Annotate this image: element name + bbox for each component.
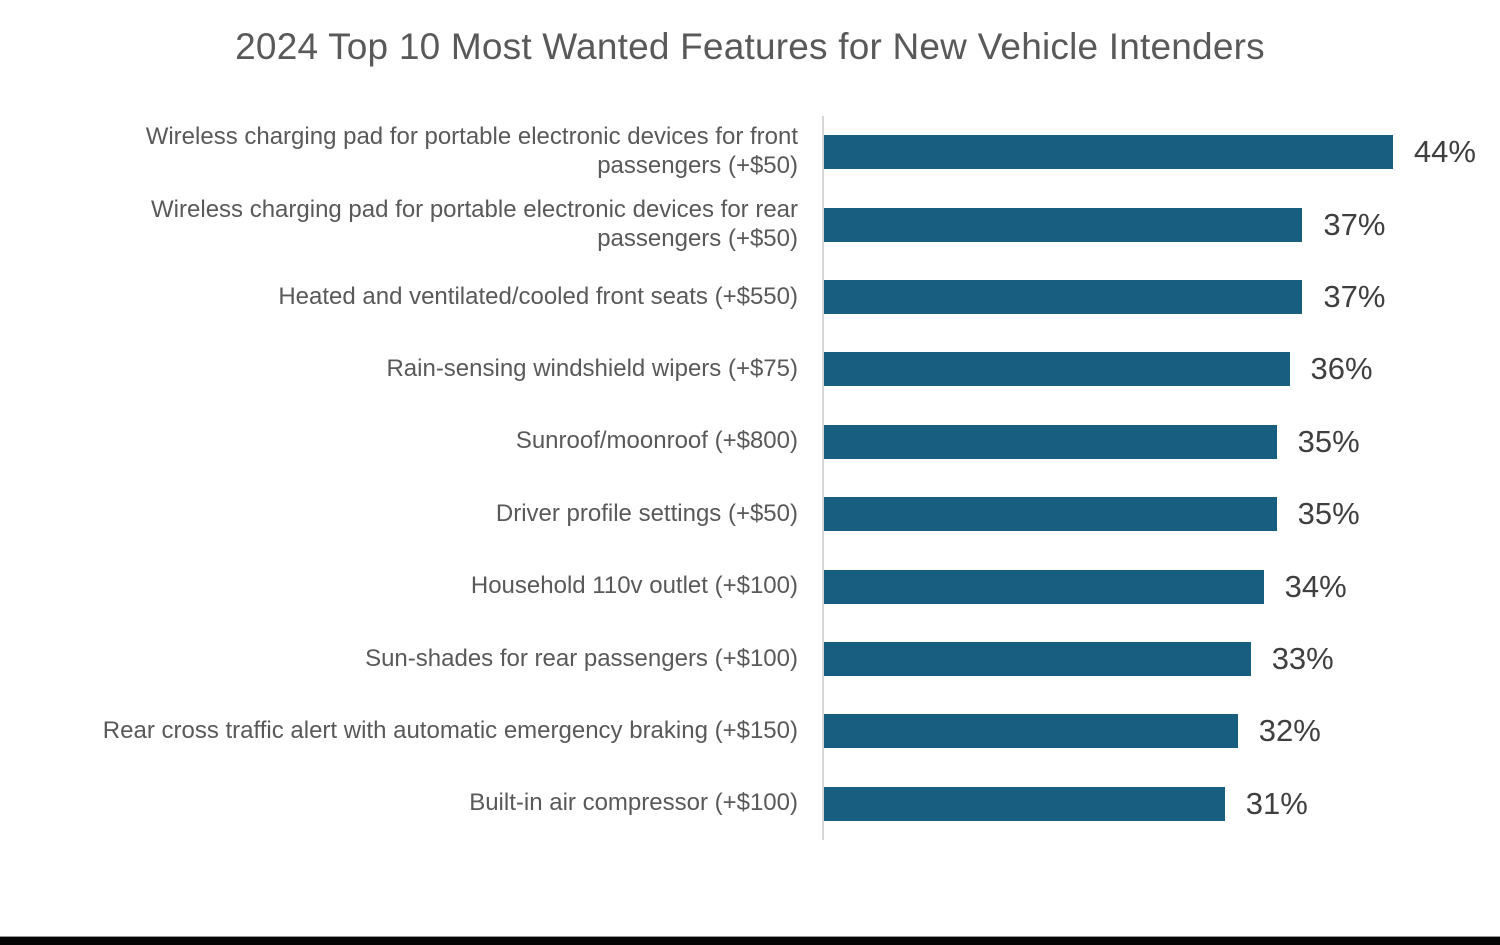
category-label: Heated and ventilated/cooled front seats… [278, 282, 798, 310]
category-label: Wireless charging pad for portable elect… [151, 195, 798, 252]
category-label: Built-in air compressor (+$100) [469, 789, 798, 817]
bar [824, 641, 1251, 676]
value-label: 44% [1413, 134, 1476, 170]
bar [824, 497, 1277, 532]
chart-row: Sun-shades for rear passengers (+$100) 3… [0, 623, 1500, 695]
plot-area: Wireless charging pad for portable elect… [0, 116, 1500, 840]
bar-track: 35% [824, 496, 1500, 532]
chart-row: Rain-sensing windshield wipers (+$75) 36… [0, 333, 1500, 405]
chart-row: Sunroof/moonroof (+$800) 35% [0, 406, 1500, 478]
value-label: 36% [1310, 351, 1373, 387]
bottom-edge-bar [0, 936, 1500, 945]
bar [824, 786, 1225, 821]
value-label: 31% [1245, 785, 1308, 821]
category-label: Sun-shades for rear passengers (+$100) [365, 644, 798, 672]
bar-track: 44% [824, 134, 1500, 170]
value-label: 32% [1258, 713, 1321, 749]
chart-row: Driver profile settings (+$50) 35% [0, 478, 1500, 550]
value-label: 35% [1297, 423, 1360, 459]
category-label: Wireless charging pad for portable elect… [145, 123, 798, 180]
value-label: 37% [1323, 206, 1386, 242]
chart-row: Heated and ventilated/cooled front seats… [0, 261, 1500, 333]
bar-track: 32% [824, 713, 1500, 749]
bar [824, 714, 1238, 749]
chart-row: Wireless charging pad for portable elect… [0, 188, 1500, 260]
y-axis-line [822, 116, 824, 840]
chart-title: 2024 Top 10 Most Wanted Features for New… [235, 26, 1265, 67]
category-label: Driver profile settings (+$50) [495, 499, 798, 527]
bar-rows: Wireless charging pad for portable elect… [0, 116, 1500, 840]
value-label: 37% [1323, 278, 1386, 314]
bar [824, 352, 1290, 387]
bar-track: 34% [824, 569, 1500, 605]
chart-row: Built-in air compressor (+$100) 31% [0, 768, 1500, 840]
category-label: Sunroof/moonroof (+$800) [515, 427, 798, 455]
bar-track: 37% [824, 207, 1500, 243]
bar-track: 36% [824, 351, 1500, 387]
value-label: 35% [1297, 496, 1360, 532]
chart-row: Wireless charging pad for portable elect… [0, 116, 1500, 188]
value-label: 34% [1284, 568, 1347, 604]
value-label: 33% [1271, 640, 1334, 676]
chart-row: Rear cross traffic alert with automatic … [0, 695, 1500, 767]
category-label: Rain-sensing windshield wipers (+$75) [386, 354, 798, 382]
bar-track: 33% [824, 641, 1500, 677]
bar-track: 31% [824, 786, 1500, 822]
category-label: Household 110v outlet (+$100) [470, 572, 798, 600]
bar [824, 135, 1393, 170]
bar [824, 279, 1303, 314]
bar [824, 569, 1264, 604]
bar-track: 37% [824, 279, 1500, 315]
bar [824, 207, 1303, 242]
chart-row: Household 110v outlet (+$100) 34% [0, 550, 1500, 622]
category-label: Rear cross traffic alert with automatic … [102, 716, 798, 744]
bar [824, 424, 1277, 459]
bar-track: 35% [824, 424, 1500, 460]
